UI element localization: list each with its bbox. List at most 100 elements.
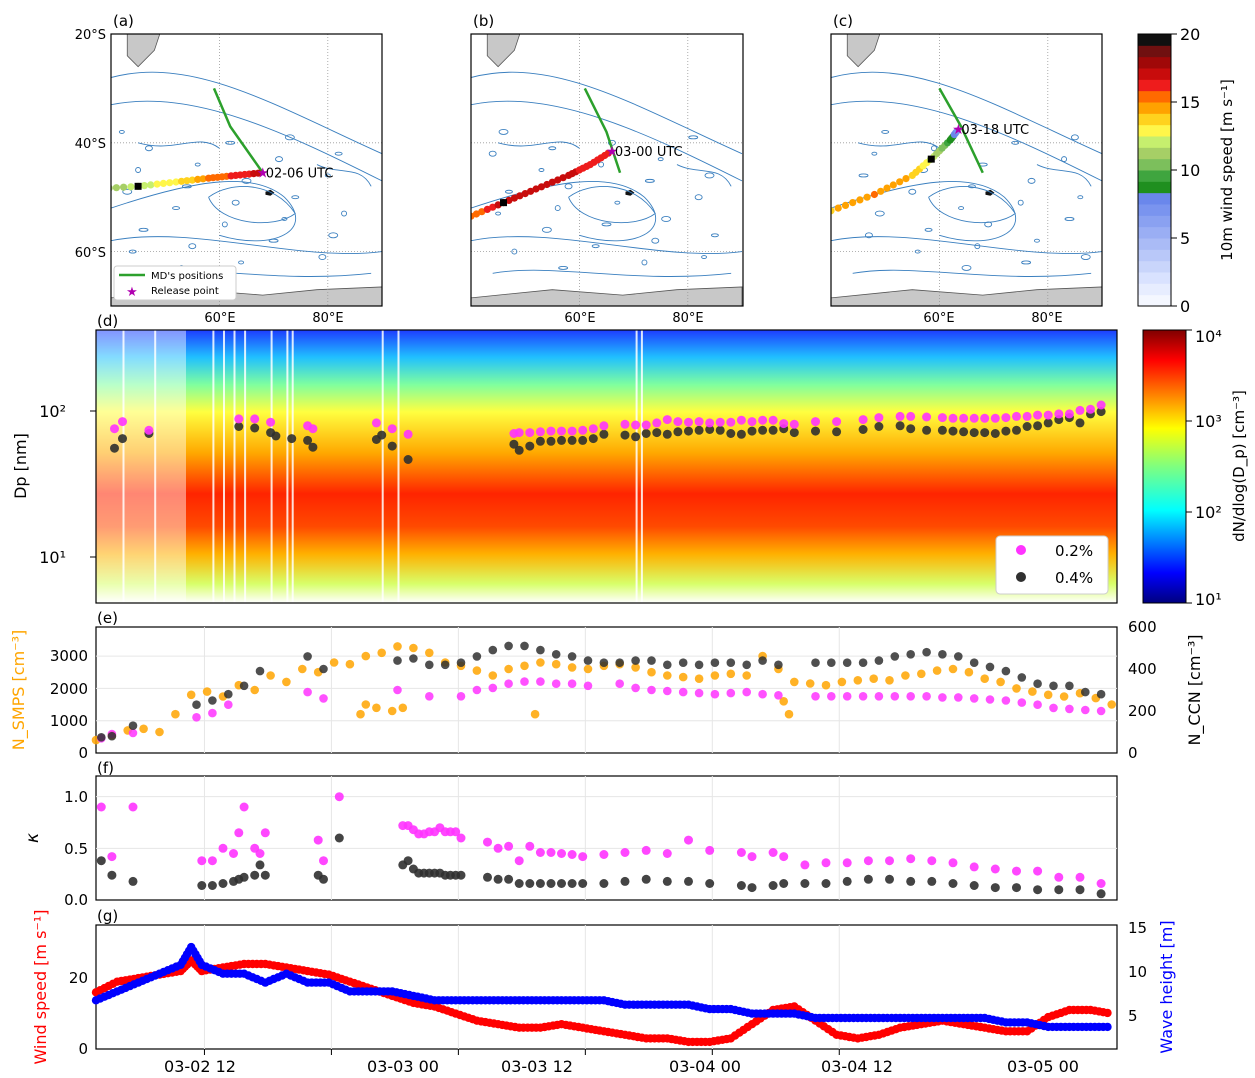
bathymetry-contour xyxy=(538,168,545,172)
kappa-point xyxy=(107,870,117,880)
concentration-point xyxy=(790,677,799,687)
panel-g-ylabel-left: Wind speed [m s⁻¹] xyxy=(31,909,50,1064)
concentration-point xyxy=(303,687,312,697)
concentration-point xyxy=(837,677,847,687)
kappa-point xyxy=(334,792,344,802)
bathymetry-contour xyxy=(1064,217,1075,221)
concentration-point xyxy=(1096,706,1106,716)
antarctica-land xyxy=(471,286,743,306)
legend-d-marker-04 xyxy=(1016,572,1026,582)
concentration-point xyxy=(472,685,482,695)
xtick-0303-00: 03-03 00 xyxy=(367,1057,439,1076)
kappa-point xyxy=(229,849,238,858)
concentration-point xyxy=(996,677,1005,687)
kappa-point xyxy=(927,856,937,866)
concentration-point xyxy=(319,694,328,703)
kappa-diameter-point xyxy=(308,442,318,452)
kappa-point xyxy=(885,874,894,884)
kappa-diameter-point xyxy=(250,414,260,424)
kappa-point xyxy=(557,879,566,888)
panel-e-ylabel-right: N_CCN [cm⁻³] xyxy=(1185,634,1205,745)
trajectory-point xyxy=(91,185,98,192)
kappa-diameter-point xyxy=(509,439,519,449)
concentration-point xyxy=(631,683,640,693)
kappa-point xyxy=(662,876,672,886)
f-ytick-10: 1.0 xyxy=(64,788,88,806)
kappa-point xyxy=(842,858,852,868)
bathymetry-contour xyxy=(701,255,708,259)
data-gap-line xyxy=(244,330,247,603)
kappa-point xyxy=(842,876,852,886)
kappa-diameter-point xyxy=(1043,410,1053,420)
kappa-diameter-point xyxy=(937,425,947,435)
trajectory-point xyxy=(889,181,897,189)
kappa-point xyxy=(255,860,265,870)
kappa-diameter-point xyxy=(403,429,413,439)
lat-tick-20S: 20°S xyxy=(75,28,106,43)
concentration-point xyxy=(1081,687,1090,697)
kappa-diameter-point xyxy=(969,413,979,423)
kappa-point xyxy=(927,876,937,886)
bathymetry-contour xyxy=(874,210,885,217)
e-ytick-left-0: 0 xyxy=(78,744,88,762)
kappa-diameter-point xyxy=(684,417,693,427)
concentration-point xyxy=(805,679,815,688)
panel-f-ylabel: κ xyxy=(23,833,43,843)
lon-tick-c-80E: 80°E xyxy=(1031,311,1062,326)
g-ytick-left-0: 0 xyxy=(78,1040,88,1058)
kappa-diameter-point xyxy=(684,426,693,436)
concentration-point xyxy=(530,709,540,719)
concentration-point xyxy=(1043,690,1053,700)
heatmap-gap-lines xyxy=(122,330,643,603)
trajectory-point xyxy=(98,185,105,192)
kappa-point xyxy=(319,874,328,884)
concentration-point xyxy=(520,677,529,686)
meteo-point xyxy=(1103,1022,1112,1032)
kappa-point xyxy=(239,802,249,812)
kappa-diameter-point xyxy=(1075,405,1085,415)
concentration-point xyxy=(398,703,408,713)
kappa-diameter-point xyxy=(1096,400,1106,410)
kappa-diameter-point xyxy=(959,427,969,437)
kappa-diameter-point xyxy=(906,411,916,421)
g-ytick-left-20: 20 xyxy=(69,969,88,987)
release-time-label: 03-18 UTC xyxy=(961,123,1029,138)
kappa-diameter-point xyxy=(694,425,704,435)
concentration-point xyxy=(678,672,688,682)
number-cb-tick-1e3: 10³ xyxy=(1195,412,1222,431)
kappa-diameter-point xyxy=(874,422,884,431)
concentration-point xyxy=(969,694,979,703)
kappa-point xyxy=(662,849,672,858)
kappa-point xyxy=(207,881,217,890)
concentration-point xyxy=(208,708,217,718)
bathymetry-contour xyxy=(291,195,300,200)
concentration-point xyxy=(567,679,577,688)
concentration-point xyxy=(678,687,688,697)
kappa-diameter-point xyxy=(906,424,916,434)
kappa-point xyxy=(800,879,810,888)
concentration-point xyxy=(922,692,931,701)
concentration-point xyxy=(107,731,117,741)
concentration-point xyxy=(488,671,498,680)
bathymetry-contour xyxy=(318,254,327,260)
concentration-point xyxy=(827,658,836,667)
number-colorbar-ticks xyxy=(1186,329,1192,604)
concentration-point xyxy=(948,664,958,674)
lon-tick-b-80E: 80°E xyxy=(672,311,703,326)
data-gap-line xyxy=(381,330,384,603)
concentration-point xyxy=(742,660,751,670)
concentration-point xyxy=(1096,689,1106,699)
concentration-point xyxy=(694,688,704,698)
panel-label-b: (b) xyxy=(473,12,494,30)
panel-label-a: (a) xyxy=(113,12,134,30)
concentration-point xyxy=(954,693,963,702)
panel-e-series xyxy=(91,641,1116,745)
kappa-diameter-point xyxy=(567,435,577,445)
concentration-point xyxy=(917,669,926,679)
concentration-point xyxy=(890,652,900,661)
kappa-point xyxy=(768,881,778,890)
concentration-point xyxy=(869,674,878,683)
bathymetry-contour xyxy=(341,210,348,217)
trajectory-point xyxy=(559,174,567,182)
kappa-diameter-point xyxy=(514,445,524,455)
